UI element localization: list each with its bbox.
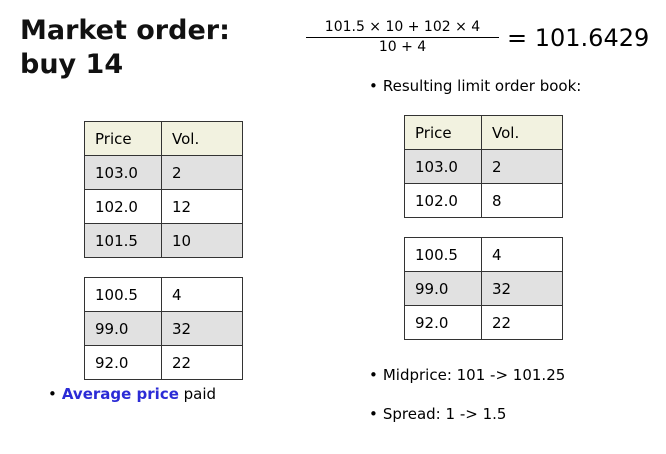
volume-cell: 32 xyxy=(161,311,243,346)
formula-denominator: 10 + 4 xyxy=(306,38,499,56)
price-cell: 100.5 xyxy=(84,277,162,312)
spread-text: Spread: 1 -> 1.5 xyxy=(382,405,507,423)
table-row: 100.5 4 xyxy=(84,277,243,312)
price-cell: 102.0 xyxy=(404,183,482,218)
volume-header: Vol. xyxy=(161,121,243,156)
page-title: Market order: buy 14 xyxy=(20,14,230,82)
left-asks-table: Price Vol. 103.0 2 102.0 12 101.5 10 xyxy=(84,121,243,258)
price-cell: 92.0 xyxy=(404,305,482,340)
volume-cell: 2 xyxy=(481,149,563,184)
table-row: 92.0 22 xyxy=(404,305,563,340)
resulting-book-caption: • Resulting limit order book: xyxy=(369,77,581,95)
table-header-row: Price Vol. xyxy=(404,115,563,150)
volume-cell: 10 xyxy=(161,223,243,258)
table-header-row: Price Vol. xyxy=(84,121,243,156)
price-cell: 103.0 xyxy=(84,155,162,190)
volume-cell: 12 xyxy=(161,189,243,224)
denominator-text: 10 + 4 xyxy=(378,39,427,55)
price-header: Price xyxy=(84,121,162,156)
volume-cell: 32 xyxy=(481,271,563,306)
price-header: Price xyxy=(404,115,482,150)
table-row: 101.5 10 xyxy=(84,223,243,258)
table-row: 99.0 32 xyxy=(84,311,243,346)
formula-fraction: 101.5 × 10 + 102 × 4 10 + 4 xyxy=(306,19,499,56)
table-row: 103.0 2 xyxy=(404,149,563,184)
table-row: 100.5 4 xyxy=(404,237,563,272)
right-bids-table: 100.5 4 99.0 32 92.0 22 xyxy=(404,237,563,340)
title-line-2: buy 14 xyxy=(20,49,124,80)
volume-cell: 4 xyxy=(161,277,243,312)
formula-numerator: 101.5 × 10 + 102 × 4 xyxy=(306,19,499,38)
table-row: 92.0 22 xyxy=(84,345,243,380)
table-row: 99.0 32 xyxy=(404,271,563,306)
table-row: 103.0 2 xyxy=(84,155,243,190)
spread-bullet: • Spread: 1 -> 1.5 xyxy=(369,405,506,423)
price-cell: 103.0 xyxy=(404,149,482,184)
average-price-bullet: • Average price paid xyxy=(48,385,216,403)
volume-cell: 22 xyxy=(481,305,563,340)
volume-cell: 4 xyxy=(481,237,563,272)
caption-text: Resulting limit order book: xyxy=(382,77,582,95)
price-cell: 100.5 xyxy=(404,237,482,272)
price-cell: 99.0 xyxy=(404,271,482,306)
volume-cell: 22 xyxy=(161,345,243,380)
formula-result: = 101.6429 xyxy=(507,24,650,52)
midprice-text: Midprice: 101 -> 101.25 xyxy=(382,366,566,384)
bullet-dot: • xyxy=(369,405,378,423)
price-cell: 102.0 xyxy=(84,189,162,224)
table-row: 102.0 8 xyxy=(404,183,563,218)
volume-cell: 8 xyxy=(481,183,563,218)
numerator-text: 101.5 × 10 + 102 × 4 xyxy=(324,19,481,35)
table-row: 102.0 12 xyxy=(84,189,243,224)
volume-header: Vol. xyxy=(481,115,563,150)
volume-cell: 2 xyxy=(161,155,243,190)
bullet-dot: • xyxy=(369,366,378,384)
average-price-suffix: paid xyxy=(178,385,217,403)
bullet-dot: • xyxy=(369,77,378,95)
price-cell: 99.0 xyxy=(84,311,162,346)
midprice-bullet: • Midprice: 101 -> 101.25 xyxy=(369,366,565,384)
average-price-link[interactable]: Average price xyxy=(61,385,179,403)
price-cell: 101.5 xyxy=(84,223,162,258)
price-cell: 92.0 xyxy=(84,345,162,380)
left-bids-table: 100.5 4 99.0 32 92.0 22 xyxy=(84,277,243,380)
title-line-1: Market order: xyxy=(20,15,230,46)
right-asks-table: Price Vol. 103.0 2 102.0 8 xyxy=(404,115,563,218)
bullet-dot: • xyxy=(48,385,57,403)
